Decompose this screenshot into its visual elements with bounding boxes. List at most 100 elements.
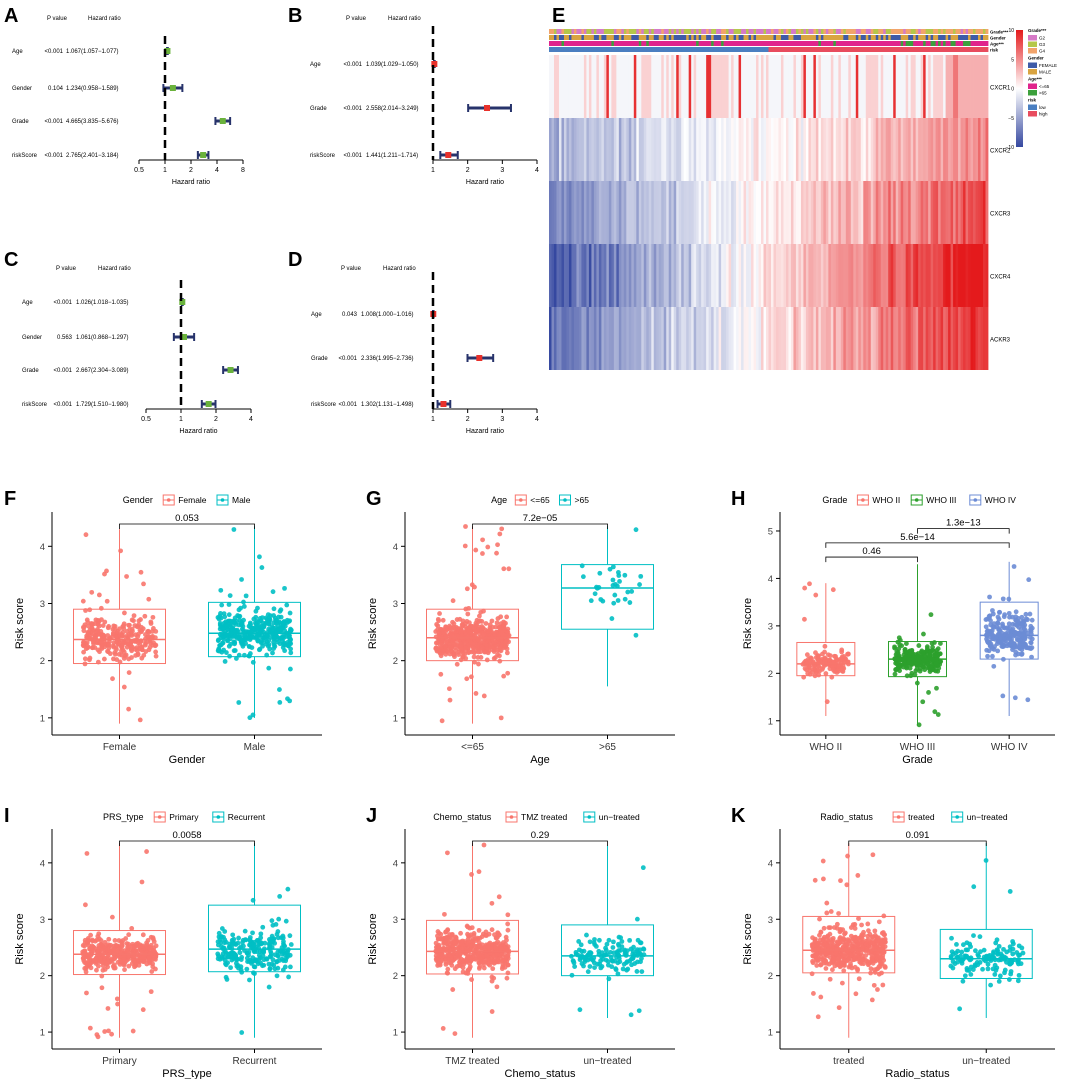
data-point	[82, 943, 87, 949]
data-point	[237, 617, 243, 623]
colorbar-tick-label: −5	[1008, 116, 1014, 122]
heatmap-cell	[556, 118, 560, 181]
data-point	[126, 706, 132, 712]
data-point	[111, 656, 116, 662]
annotation-cell	[770, 47, 774, 52]
heatmap-cell	[860, 307, 864, 370]
annotation-cell	[668, 35, 672, 40]
heatmap-cell	[950, 118, 954, 181]
annotation-cell	[741, 47, 744, 52]
data-point	[146, 629, 152, 635]
legend-key-dot	[861, 498, 865, 502]
heatmap-cell	[983, 118, 986, 181]
heatmap-cell	[716, 307, 720, 370]
heatmap-cell	[638, 55, 642, 118]
heatmap-cell	[656, 244, 660, 307]
annotation-cell	[623, 35, 627, 40]
heatmap-cell	[840, 55, 844, 118]
annotation-cell	[885, 35, 889, 40]
x-tick-label: Female	[103, 742, 137, 753]
heatmap-cell	[661, 181, 665, 244]
annotation-cell	[711, 29, 715, 34]
annotation-cell	[751, 47, 754, 52]
heatmap-cell	[633, 307, 637, 370]
annotation-cell	[741, 35, 744, 40]
heatmap-cell	[970, 181, 974, 244]
data-point	[990, 608, 995, 613]
heatmap-cell	[893, 118, 897, 181]
annotation-cell	[658, 29, 662, 34]
data-point	[597, 570, 603, 576]
annotation-cell	[731, 29, 734, 34]
heatmap-cell	[633, 181, 637, 244]
data-point	[236, 622, 242, 628]
heatmap-cell	[828, 244, 832, 307]
x-tick-label: 4	[215, 167, 219, 174]
annotation-cell	[676, 41, 680, 46]
annotation-cell	[850, 41, 854, 46]
data-point	[84, 851, 90, 856]
heatmap-cell	[843, 181, 847, 244]
heatmap-cell	[930, 244, 934, 307]
data-point	[277, 687, 282, 692]
annotation-cell	[795, 47, 799, 52]
annotation-cell	[933, 35, 937, 40]
row-label: Grade	[310, 106, 327, 112]
data-point	[271, 606, 277, 612]
annotation-cell	[698, 47, 702, 52]
annotation-cell	[935, 41, 939, 46]
heatmap-cell	[815, 244, 819, 307]
annotation-cell	[756, 35, 759, 40]
heatmap-cell	[766, 244, 769, 307]
data-point	[938, 641, 943, 646]
annotation-cell	[808, 29, 812, 34]
heatmap-cell	[613, 55, 617, 118]
data-point	[105, 964, 111, 970]
heatmap-cell	[663, 55, 667, 118]
data-point	[1011, 564, 1017, 569]
data-point	[1028, 640, 1034, 645]
row-pvalue: <0.001	[44, 153, 63, 159]
data-point	[995, 639, 1001, 645]
annotation-cell	[893, 41, 897, 46]
data-point	[121, 656, 127, 661]
annotation-cell	[830, 29, 834, 34]
data-point	[239, 1030, 245, 1035]
annotation-cell	[618, 29, 622, 34]
heatmap-cell	[638, 307, 642, 370]
data-point	[112, 937, 118, 943]
heatmap-cell	[980, 307, 984, 370]
heatmap-cell	[923, 307, 927, 370]
data-point	[916, 643, 922, 648]
y-axis-label: Risk score	[367, 913, 379, 964]
y-tick-label: 1	[40, 713, 45, 724]
data-point	[802, 585, 808, 591]
data-point	[1026, 577, 1032, 583]
heatmap-cell	[566, 118, 570, 181]
data-point	[137, 717, 143, 723]
heatmap-cell	[631, 244, 635, 307]
annotation-cell	[880, 35, 884, 40]
annotation-cell	[900, 41, 904, 46]
heatmap-cell	[718, 118, 722, 181]
annotation-cell	[905, 41, 909, 46]
annotation-cell	[830, 41, 834, 46]
heatmap-cell	[778, 244, 782, 307]
data-point	[95, 659, 101, 665]
data-point	[117, 626, 122, 632]
data-point	[822, 643, 828, 649]
heatmap-cell	[583, 244, 587, 307]
annotation-cell	[588, 47, 592, 52]
heatmap-cell	[551, 181, 555, 244]
heatmap-cell	[651, 307, 655, 370]
data-point	[629, 589, 635, 594]
data-point	[995, 648, 1001, 654]
heatmap-cell	[880, 55, 884, 118]
heatmap-cell	[583, 118, 587, 181]
data-point	[802, 616, 807, 622]
legend-swatch	[1028, 69, 1037, 75]
annotation-cell	[726, 41, 729, 46]
annotation-cell	[928, 35, 932, 40]
annotation-cell	[833, 29, 837, 34]
heatmap-cell	[753, 307, 757, 370]
